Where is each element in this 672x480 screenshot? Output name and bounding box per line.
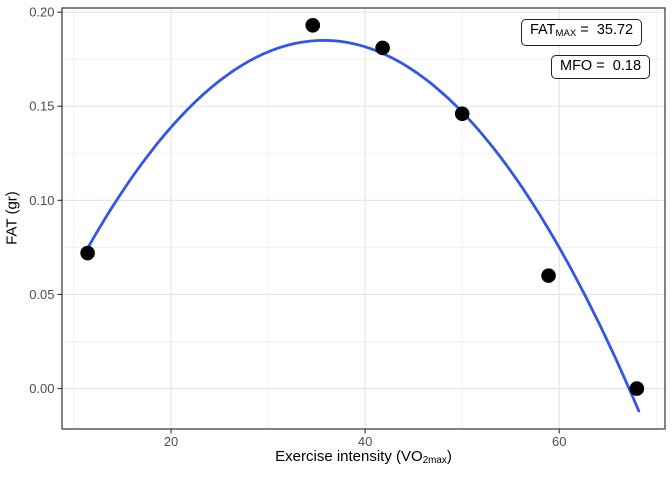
y-tick-label: 0.05 xyxy=(29,287,54,302)
x-axis-title-text: Exercise intensity (VO xyxy=(275,448,423,465)
y-axis-title-text: FAT (gr) xyxy=(3,191,21,245)
mfo-label: MFO xyxy=(560,58,593,74)
data-point xyxy=(629,381,645,396)
fatmax-annotation: FATMAX = 35.72 xyxy=(521,19,643,47)
fatmax-label-subscript: MAX xyxy=(555,28,577,40)
fatmax-label: FAT xyxy=(530,22,556,38)
x-tick-label: 20 xyxy=(164,434,178,449)
y-tick-label: 0.00 xyxy=(29,381,54,396)
mfo-annotation: MFO = 0.18 xyxy=(551,55,651,79)
x-tick-label: 40 xyxy=(358,434,372,449)
y-tick-label: 0.20 xyxy=(29,5,54,20)
x-axis-title: Exercise intensity (VO2max) xyxy=(62,448,665,466)
data-point xyxy=(375,40,390,56)
data-point xyxy=(454,106,470,122)
x-tick-label: 60 xyxy=(552,434,566,449)
fatmax-value: 35.72 xyxy=(596,22,634,38)
panel-border xyxy=(61,7,666,430)
data-point xyxy=(541,268,556,283)
x-axis-title-subscript: 2max xyxy=(422,455,447,467)
x-axis-title-close: ) xyxy=(446,448,452,465)
fatmax-equals: = xyxy=(576,22,597,38)
data-point xyxy=(80,245,95,261)
y-axis-title: FAT (gr) xyxy=(4,191,21,245)
mfo-equals: = xyxy=(592,58,613,74)
y-tick-label: 0.15 xyxy=(29,99,54,114)
mfo-value: 0.18 xyxy=(612,58,642,74)
y-tick-label: 0.10 xyxy=(29,193,54,208)
data-point xyxy=(305,18,321,33)
fit-curve xyxy=(86,38,641,413)
